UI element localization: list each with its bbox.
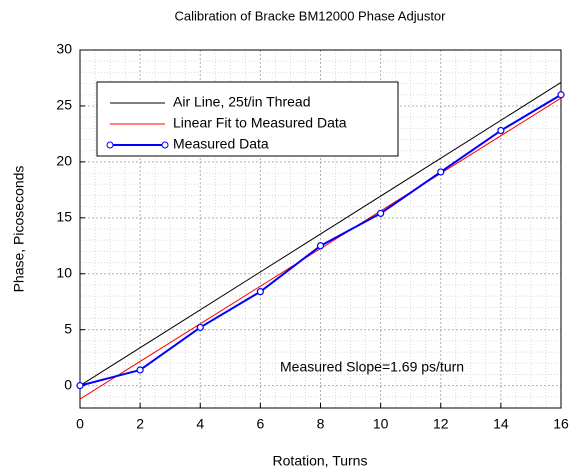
legend-label: Measured Data [173, 136, 269, 152]
y-axis-label: Phase, Picoseconds [11, 166, 27, 293]
x-tick-label: 0 [76, 416, 84, 432]
x-tick-label: 2 [136, 416, 144, 432]
y-tick-label: 25 [56, 97, 72, 113]
data-point [256, 288, 264, 296]
chart-title: Calibration of Bracke BM12000 Phase Adju… [175, 8, 447, 23]
data-point [557, 91, 565, 99]
y-tick-label: 30 [56, 41, 72, 57]
legend-marker [106, 141, 114, 149]
legend-label: Linear Fit to Measured Data [173, 115, 347, 131]
data-point [76, 382, 84, 390]
x-tick-label: 4 [196, 416, 204, 432]
x-tick-label: 6 [256, 416, 264, 432]
legend-label: Air Line, 25t/in Thread [173, 94, 311, 110]
data-point [377, 209, 385, 217]
data-point [437, 168, 445, 176]
data-point [136, 366, 144, 374]
legend-marker [161, 141, 169, 149]
x-tick-label: 10 [373, 416, 389, 432]
plot-frame [79, 49, 562, 409]
y-tick-label: 0 [64, 376, 72, 392]
y-tick-label: 5 [64, 320, 72, 336]
data-point [316, 242, 325, 250]
data-point [497, 126, 505, 135]
y-tick-label: 15 [56, 209, 72, 225]
x-tick-label: 12 [433, 416, 449, 432]
annotation: Measured Slope=1.69 ps/turn [280, 359, 464, 375]
series-line [79, 82, 562, 387]
x-tick-label: 8 [317, 416, 325, 432]
y-tick-label: 20 [56, 153, 72, 169]
x-tick-label: 16 [553, 416, 569, 432]
x-tick-label: 14 [493, 416, 509, 432]
x-axis-label: Rotation, Turns [273, 453, 368, 469]
legend-box [96, 81, 399, 157]
data-point [196, 323, 204, 332]
y-tick-label: 10 [56, 264, 72, 280]
